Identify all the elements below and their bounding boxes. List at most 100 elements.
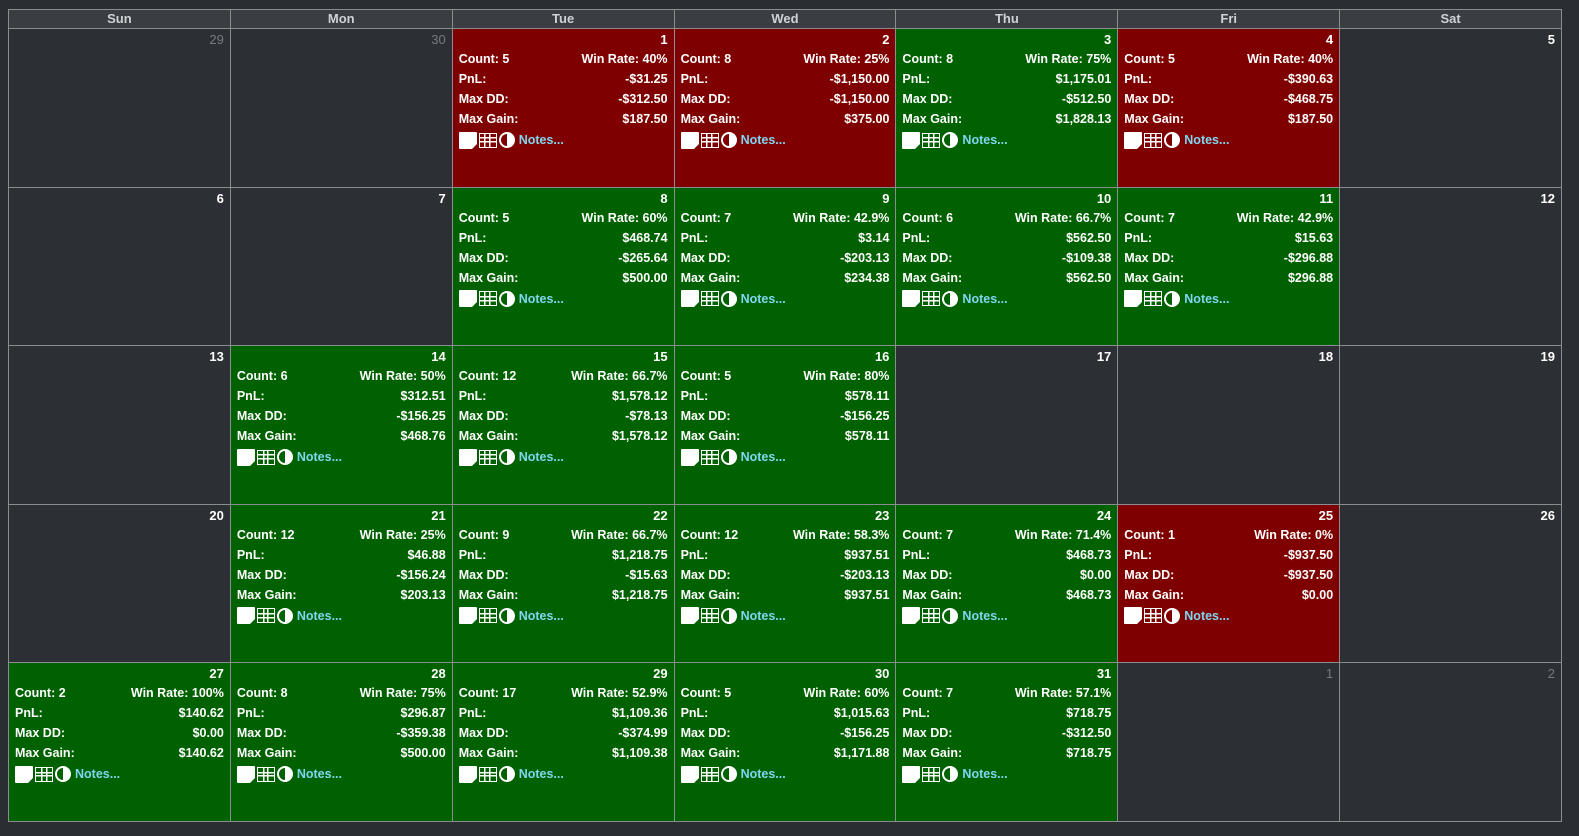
day-cell[interactable]: 23 Count: 12 Win Rate: 58.3% PnL: $937.51 Max…: [674, 504, 897, 664]
table-icon[interactable]: [256, 608, 275, 624]
day-cell[interactable]: 28 Count: 8 Win Rate: 75% PnL: $296.87 Max DD…: [230, 663, 453, 822]
note-icon[interactable]: [902, 765, 922, 784]
contrast-icon[interactable]: [720, 290, 737, 307]
table-icon[interactable]: [478, 132, 497, 148]
day-cell[interactable]: 3 Count: 8 Win Rate: 75% PnL: $1,175.01 Max D…: [896, 29, 1119, 188]
table-icon[interactable]: [922, 766, 941, 782]
day-cell[interactable]: 8 Count: 5 Win Rate: 60% PnL: $468.74 Max DD:…: [452, 187, 675, 347]
day-cell[interactable]: 4 Count: 5 Win Rate: 40% PnL: -$390.63 Max DD…: [1118, 29, 1341, 188]
notes-link[interactable]: Notes...: [518, 767, 564, 782]
table-icon[interactable]: [478, 608, 497, 624]
table-icon[interactable]: [700, 132, 719, 148]
contrast-icon[interactable]: [498, 132, 515, 148]
contrast-icon[interactable]: [720, 766, 737, 783]
note-icon[interactable]: [458, 607, 478, 626]
day-cell[interactable]: 31 Count: 7 Win Rate: 57.1% PnL: $718.75 Max …: [896, 663, 1119, 822]
note-icon[interactable]: [1124, 607, 1144, 626]
table-icon[interactable]: [478, 766, 497, 782]
note-icon[interactable]: [1124, 131, 1144, 150]
notes-link[interactable]: Notes...: [518, 291, 564, 306]
day-cell[interactable]: 16 Count: 5 Win Rate: 80% PnL: $578.11 Max DD…: [674, 346, 897, 505]
note-icon[interactable]: [458, 765, 478, 784]
note-icon[interactable]: [236, 607, 256, 626]
notes-link[interactable]: Notes...: [518, 133, 564, 147]
note-icon[interactable]: [458, 448, 478, 467]
day-cell[interactable]: 21 Count: 12 Win Rate: 25% PnL: $46.88 Max DD…: [230, 504, 453, 664]
table-icon[interactable]: [1144, 132, 1163, 148]
table-icon[interactable]: [700, 291, 719, 307]
contrast-icon[interactable]: [720, 132, 737, 148]
note-icon[interactable]: [902, 290, 922, 309]
note-icon[interactable]: [680, 607, 700, 626]
table-icon[interactable]: [35, 766, 53, 782]
notes-link[interactable]: Notes...: [740, 767, 786, 782]
contrast-icon[interactable]: [942, 290, 959, 307]
day-cell[interactable]: 10 Count: 6 Win Rate: 66.7% PnL: $562.50 Max …: [896, 187, 1119, 347]
notes-link[interactable]: Notes...: [1184, 291, 1230, 306]
day-cell[interactable]: 29 Count: 17 Win Rate: 52.9% PnL: $1,109.36 M…: [452, 663, 675, 822]
contrast-icon[interactable]: [942, 132, 959, 148]
note-icon[interactable]: [236, 765, 256, 784]
contrast-icon[interactable]: [942, 607, 959, 624]
contrast-icon[interactable]: [720, 449, 737, 466]
table-icon[interactable]: [478, 291, 497, 307]
table-icon[interactable]: [922, 608, 941, 624]
note-icon[interactable]: [680, 765, 700, 784]
notes-link[interactable]: Notes...: [962, 767, 1008, 782]
table-icon[interactable]: [1144, 291, 1163, 307]
note-icon[interactable]: [680, 290, 700, 309]
day-cell[interactable]: 22 Count: 9 Win Rate: 66.7% PnL: $1,218.75 Ma…: [452, 504, 675, 664]
notes-link[interactable]: Notes...: [740, 291, 786, 306]
day-cell[interactable]: 30 Count: 5 Win Rate: 60% PnL: $1,015.63 Max …: [674, 663, 897, 822]
table-icon[interactable]: [256, 449, 275, 465]
day-cell[interactable]: 25 Count: 1 Win Rate: 0% PnL: -$937.50 Max DD…: [1118, 504, 1341, 664]
table-icon[interactable]: [700, 449, 719, 465]
notes-link[interactable]: Notes...: [296, 767, 342, 782]
table-icon[interactable]: [922, 132, 941, 148]
note-icon[interactable]: [15, 765, 34, 784]
table-icon[interactable]: [256, 766, 275, 782]
note-icon[interactable]: [902, 131, 922, 150]
contrast-icon[interactable]: [1164, 607, 1181, 624]
contrast-icon[interactable]: [498, 449, 515, 466]
day-cell[interactable]: 24 Count: 7 Win Rate: 71.4% PnL: $468.73 Max …: [896, 504, 1119, 664]
notes-link[interactable]: Notes...: [740, 608, 786, 623]
notes-link[interactable]: Notes...: [518, 608, 564, 623]
table-icon[interactable]: [478, 449, 497, 465]
notes-link[interactable]: Notes...: [962, 291, 1008, 306]
notes-link[interactable]: Notes...: [296, 450, 342, 465]
day-cell[interactable]: 1 Count: 5 Win Rate: 40% PnL: -$31.25 Max DD:…: [452, 29, 675, 188]
day-cell[interactable]: 15 Count: 12 Win Rate: 66.7% PnL: $1,578.12 M…: [452, 346, 675, 505]
notes-link[interactable]: Notes...: [1184, 608, 1230, 623]
day-cell[interactable]: 27 Count: 2 Win Rate: 100% PnL: $140.62 Max D…: [9, 663, 231, 822]
notes-link[interactable]: Notes...: [75, 767, 121, 782]
note-icon[interactable]: [236, 448, 256, 467]
notes-link[interactable]: Notes...: [962, 608, 1008, 623]
contrast-icon[interactable]: [720, 607, 737, 624]
contrast-icon[interactable]: [942, 766, 959, 783]
contrast-icon[interactable]: [498, 766, 515, 783]
notes-link[interactable]: Notes...: [518, 450, 564, 465]
contrast-icon[interactable]: [498, 607, 515, 624]
table-icon[interactable]: [700, 608, 719, 624]
contrast-icon[interactable]: [276, 449, 293, 466]
notes-link[interactable]: Notes...: [1184, 133, 1230, 147]
contrast-icon[interactable]: [276, 766, 293, 783]
contrast-icon[interactable]: [498, 290, 515, 307]
note-icon[interactable]: [680, 131, 700, 150]
day-cell[interactable]: 11 Count: 7 Win Rate: 42.9% PnL: $15.63 Max D…: [1118, 187, 1341, 347]
note-icon[interactable]: [458, 290, 478, 309]
table-icon[interactable]: [1144, 608, 1163, 624]
day-cell[interactable]: 14 Count: 6 Win Rate: 50% PnL: $312.51 Max DD…: [230, 346, 453, 505]
table-icon[interactable]: [922, 291, 941, 307]
contrast-icon[interactable]: [55, 766, 71, 783]
notes-link[interactable]: Notes...: [740, 133, 786, 147]
note-icon[interactable]: [902, 607, 922, 626]
day-cell[interactable]: 2 Count: 8 Win Rate: 25% PnL: -$1,150.00 Max …: [674, 29, 897, 188]
day-cell[interactable]: 9 Count: 7 Win Rate: 42.9% PnL: $3.14 Max DD:…: [674, 187, 897, 347]
table-icon[interactable]: [700, 766, 719, 782]
contrast-icon[interactable]: [276, 607, 293, 624]
note-icon[interactable]: [680, 448, 700, 467]
note-icon[interactable]: [458, 131, 478, 150]
note-icon[interactable]: [1124, 290, 1144, 309]
